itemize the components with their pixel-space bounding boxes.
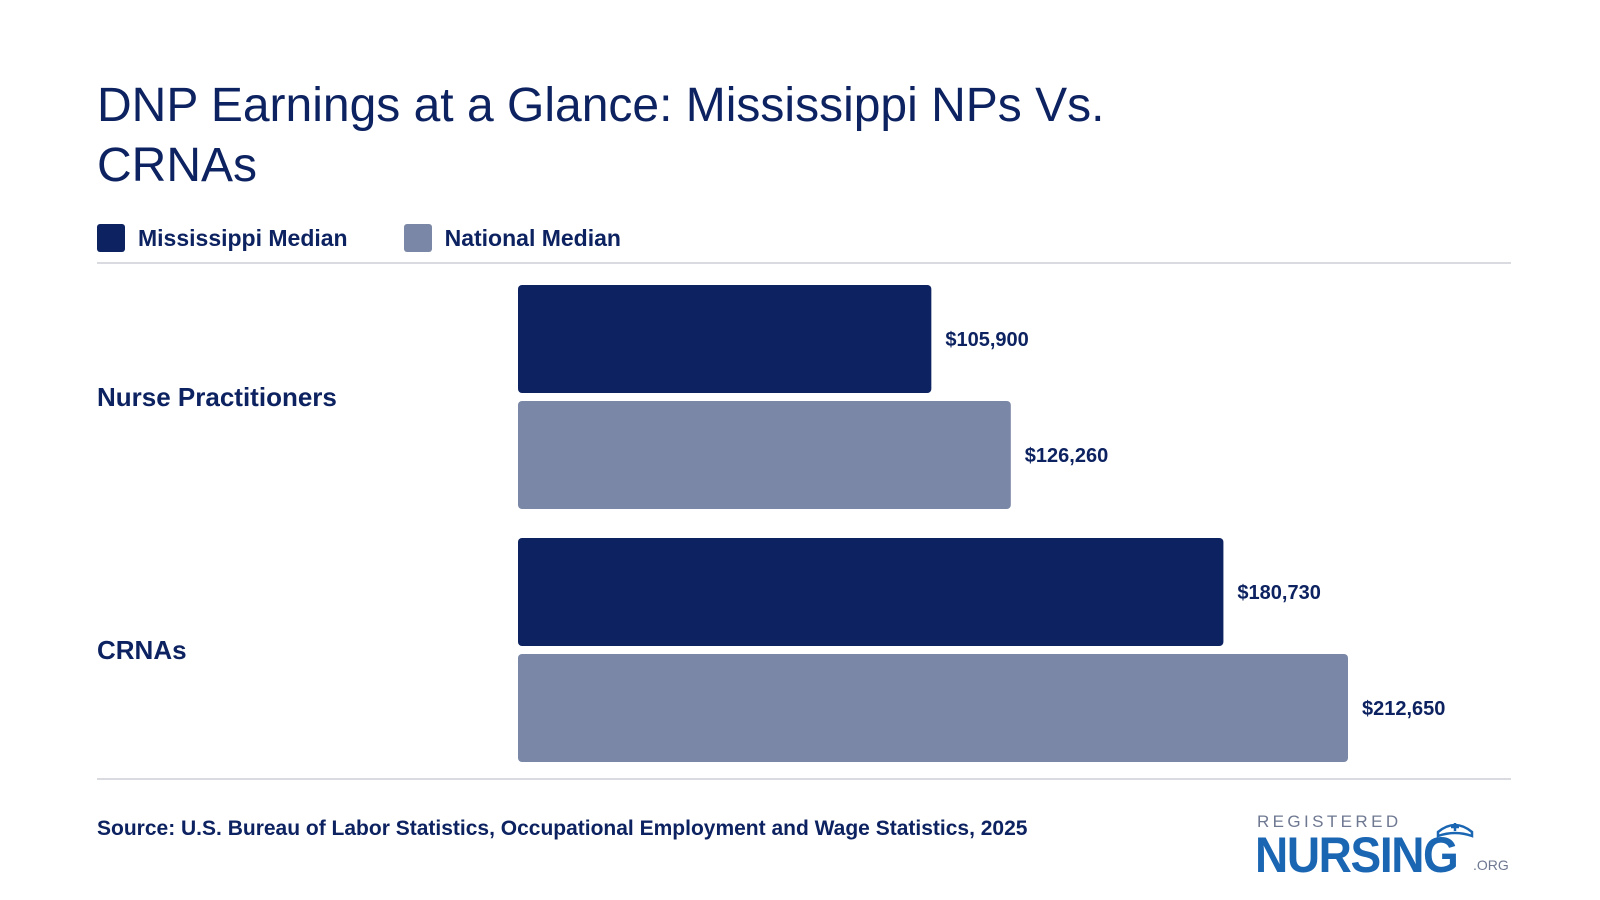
legend-swatch-mississippi bbox=[97, 224, 125, 252]
logo-main-text: NURSING bbox=[1255, 827, 1459, 883]
legend-label-mississippi: Mississippi Median bbox=[138, 224, 348, 251]
chart-title: DNP Earnings at a Glance: Mississippi NP… bbox=[97, 79, 1105, 192]
bar-value-label: $105,900 bbox=[945, 329, 1028, 351]
bar-value-label: $212,650 bbox=[1362, 698, 1445, 720]
nurse-cap-icon bbox=[1436, 823, 1474, 838]
legend-swatch-national bbox=[403, 224, 432, 252]
legend-item-national: National Median bbox=[403, 224, 621, 252]
logo-top-text: REGISTERED bbox=[1257, 812, 1402, 831]
bar bbox=[518, 285, 932, 393]
bar-value-label: $180,730 bbox=[1237, 582, 1320, 604]
bar bbox=[518, 654, 1348, 762]
source-note: Source: U.S. Bureau of Labor Statistics,… bbox=[97, 817, 1028, 840]
bar bbox=[518, 401, 1011, 509]
logo-suffix-text: .ORG bbox=[1473, 857, 1509, 873]
bar bbox=[518, 538, 1224, 646]
registered-nursing-logo: REGISTERED NURSING .ORG bbox=[1255, 812, 1515, 883]
bottom-divider bbox=[97, 778, 1511, 780]
category-label: Nurse Practitioners bbox=[97, 382, 337, 412]
category-label: CRNAs bbox=[97, 635, 187, 665]
bar-value-label: $126,260 bbox=[1025, 445, 1108, 467]
legend-item-mississippi: Mississippi Median bbox=[97, 224, 348, 252]
top-divider bbox=[97, 262, 1511, 264]
chart-legend: Mississippi Median National Median bbox=[97, 224, 677, 252]
legend-label-national: National Median bbox=[444, 224, 621, 251]
